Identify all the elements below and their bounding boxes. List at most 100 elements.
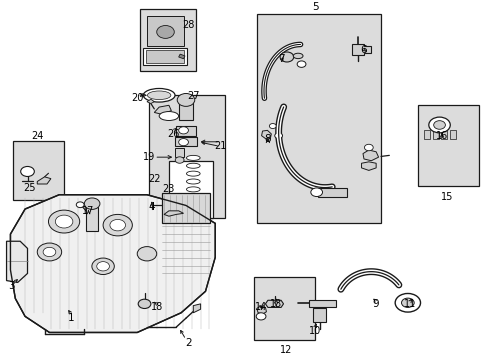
Bar <box>147 16 183 46</box>
Text: 9: 9 <box>372 299 379 309</box>
Text: 12: 12 <box>279 345 291 355</box>
Polygon shape <box>154 105 171 114</box>
Text: 18: 18 <box>150 302 163 312</box>
Polygon shape <box>423 130 429 139</box>
Text: 1: 1 <box>68 313 75 323</box>
Circle shape <box>20 166 34 176</box>
Bar <box>175 137 196 147</box>
Polygon shape <box>193 304 200 313</box>
Text: 28: 28 <box>182 20 194 30</box>
Bar <box>13 141 64 200</box>
Circle shape <box>274 133 282 139</box>
Text: 5: 5 <box>311 2 318 12</box>
Polygon shape <box>256 306 266 314</box>
Polygon shape <box>147 99 154 104</box>
Circle shape <box>103 215 132 236</box>
Circle shape <box>177 94 194 106</box>
Bar <box>317 188 346 197</box>
Circle shape <box>394 293 420 312</box>
Ellipse shape <box>186 171 200 176</box>
Bar <box>143 48 186 65</box>
Bar <box>146 50 183 63</box>
Circle shape <box>175 157 183 163</box>
Circle shape <box>401 298 413 307</box>
Circle shape <box>178 127 188 134</box>
Text: 22: 22 <box>148 174 160 184</box>
Circle shape <box>157 26 174 39</box>
Text: 11: 11 <box>404 299 416 309</box>
Circle shape <box>48 210 80 233</box>
Ellipse shape <box>186 187 200 192</box>
Circle shape <box>137 247 157 261</box>
Circle shape <box>297 61 305 67</box>
Circle shape <box>76 202 84 208</box>
Bar <box>140 9 195 71</box>
Text: 24: 24 <box>31 131 43 141</box>
Text: 10: 10 <box>308 326 321 336</box>
Bar <box>175 148 183 157</box>
Bar <box>254 277 315 339</box>
Circle shape <box>84 198 100 210</box>
Circle shape <box>310 188 322 197</box>
Polygon shape <box>449 130 455 139</box>
Text: 19: 19 <box>143 152 155 162</box>
Circle shape <box>37 243 61 261</box>
Text: 23: 23 <box>163 184 175 194</box>
Bar <box>417 105 478 186</box>
Text: 7: 7 <box>277 54 284 64</box>
Ellipse shape <box>186 179 200 184</box>
Polygon shape <box>432 130 438 139</box>
Text: 16: 16 <box>435 131 447 141</box>
Text: 6: 6 <box>360 45 366 55</box>
Polygon shape <box>351 45 370 55</box>
Ellipse shape <box>143 89 175 102</box>
Circle shape <box>428 117 449 133</box>
Polygon shape <box>10 195 215 333</box>
Polygon shape <box>261 130 271 139</box>
Circle shape <box>97 262 109 271</box>
Circle shape <box>43 247 56 257</box>
Text: 20: 20 <box>131 93 143 103</box>
Ellipse shape <box>159 112 178 121</box>
Text: 17: 17 <box>82 206 95 216</box>
Bar <box>256 14 380 223</box>
Bar <box>168 161 212 218</box>
Circle shape <box>178 139 188 146</box>
Bar <box>308 300 335 307</box>
Text: 14: 14 <box>255 302 267 312</box>
Polygon shape <box>362 150 378 161</box>
Polygon shape <box>163 211 183 216</box>
Bar <box>178 102 193 120</box>
Text: 13: 13 <box>269 299 282 309</box>
Polygon shape <box>37 177 51 184</box>
Bar <box>161 193 210 223</box>
Ellipse shape <box>186 163 200 168</box>
Polygon shape <box>178 54 184 59</box>
Ellipse shape <box>147 91 170 100</box>
Bar <box>176 126 195 136</box>
Circle shape <box>280 52 293 62</box>
Text: 8: 8 <box>264 134 271 144</box>
Circle shape <box>55 215 73 228</box>
Circle shape <box>110 219 125 231</box>
Text: 21: 21 <box>213 141 226 152</box>
Text: 3: 3 <box>8 281 15 291</box>
Text: 15: 15 <box>440 192 452 202</box>
Bar <box>86 207 98 230</box>
Circle shape <box>364 144 372 151</box>
Circle shape <box>138 299 151 309</box>
Text: 27: 27 <box>187 91 199 102</box>
Text: 4: 4 <box>148 202 155 212</box>
Text: 2: 2 <box>185 338 191 348</box>
Polygon shape <box>6 241 27 282</box>
Polygon shape <box>441 130 447 139</box>
Text: 25: 25 <box>23 183 36 193</box>
Circle shape <box>269 123 276 129</box>
Ellipse shape <box>293 53 303 59</box>
Polygon shape <box>265 300 283 307</box>
Circle shape <box>92 258 114 275</box>
Circle shape <box>433 121 445 129</box>
Bar <box>312 308 326 322</box>
Circle shape <box>256 313 265 320</box>
Polygon shape <box>361 162 375 170</box>
